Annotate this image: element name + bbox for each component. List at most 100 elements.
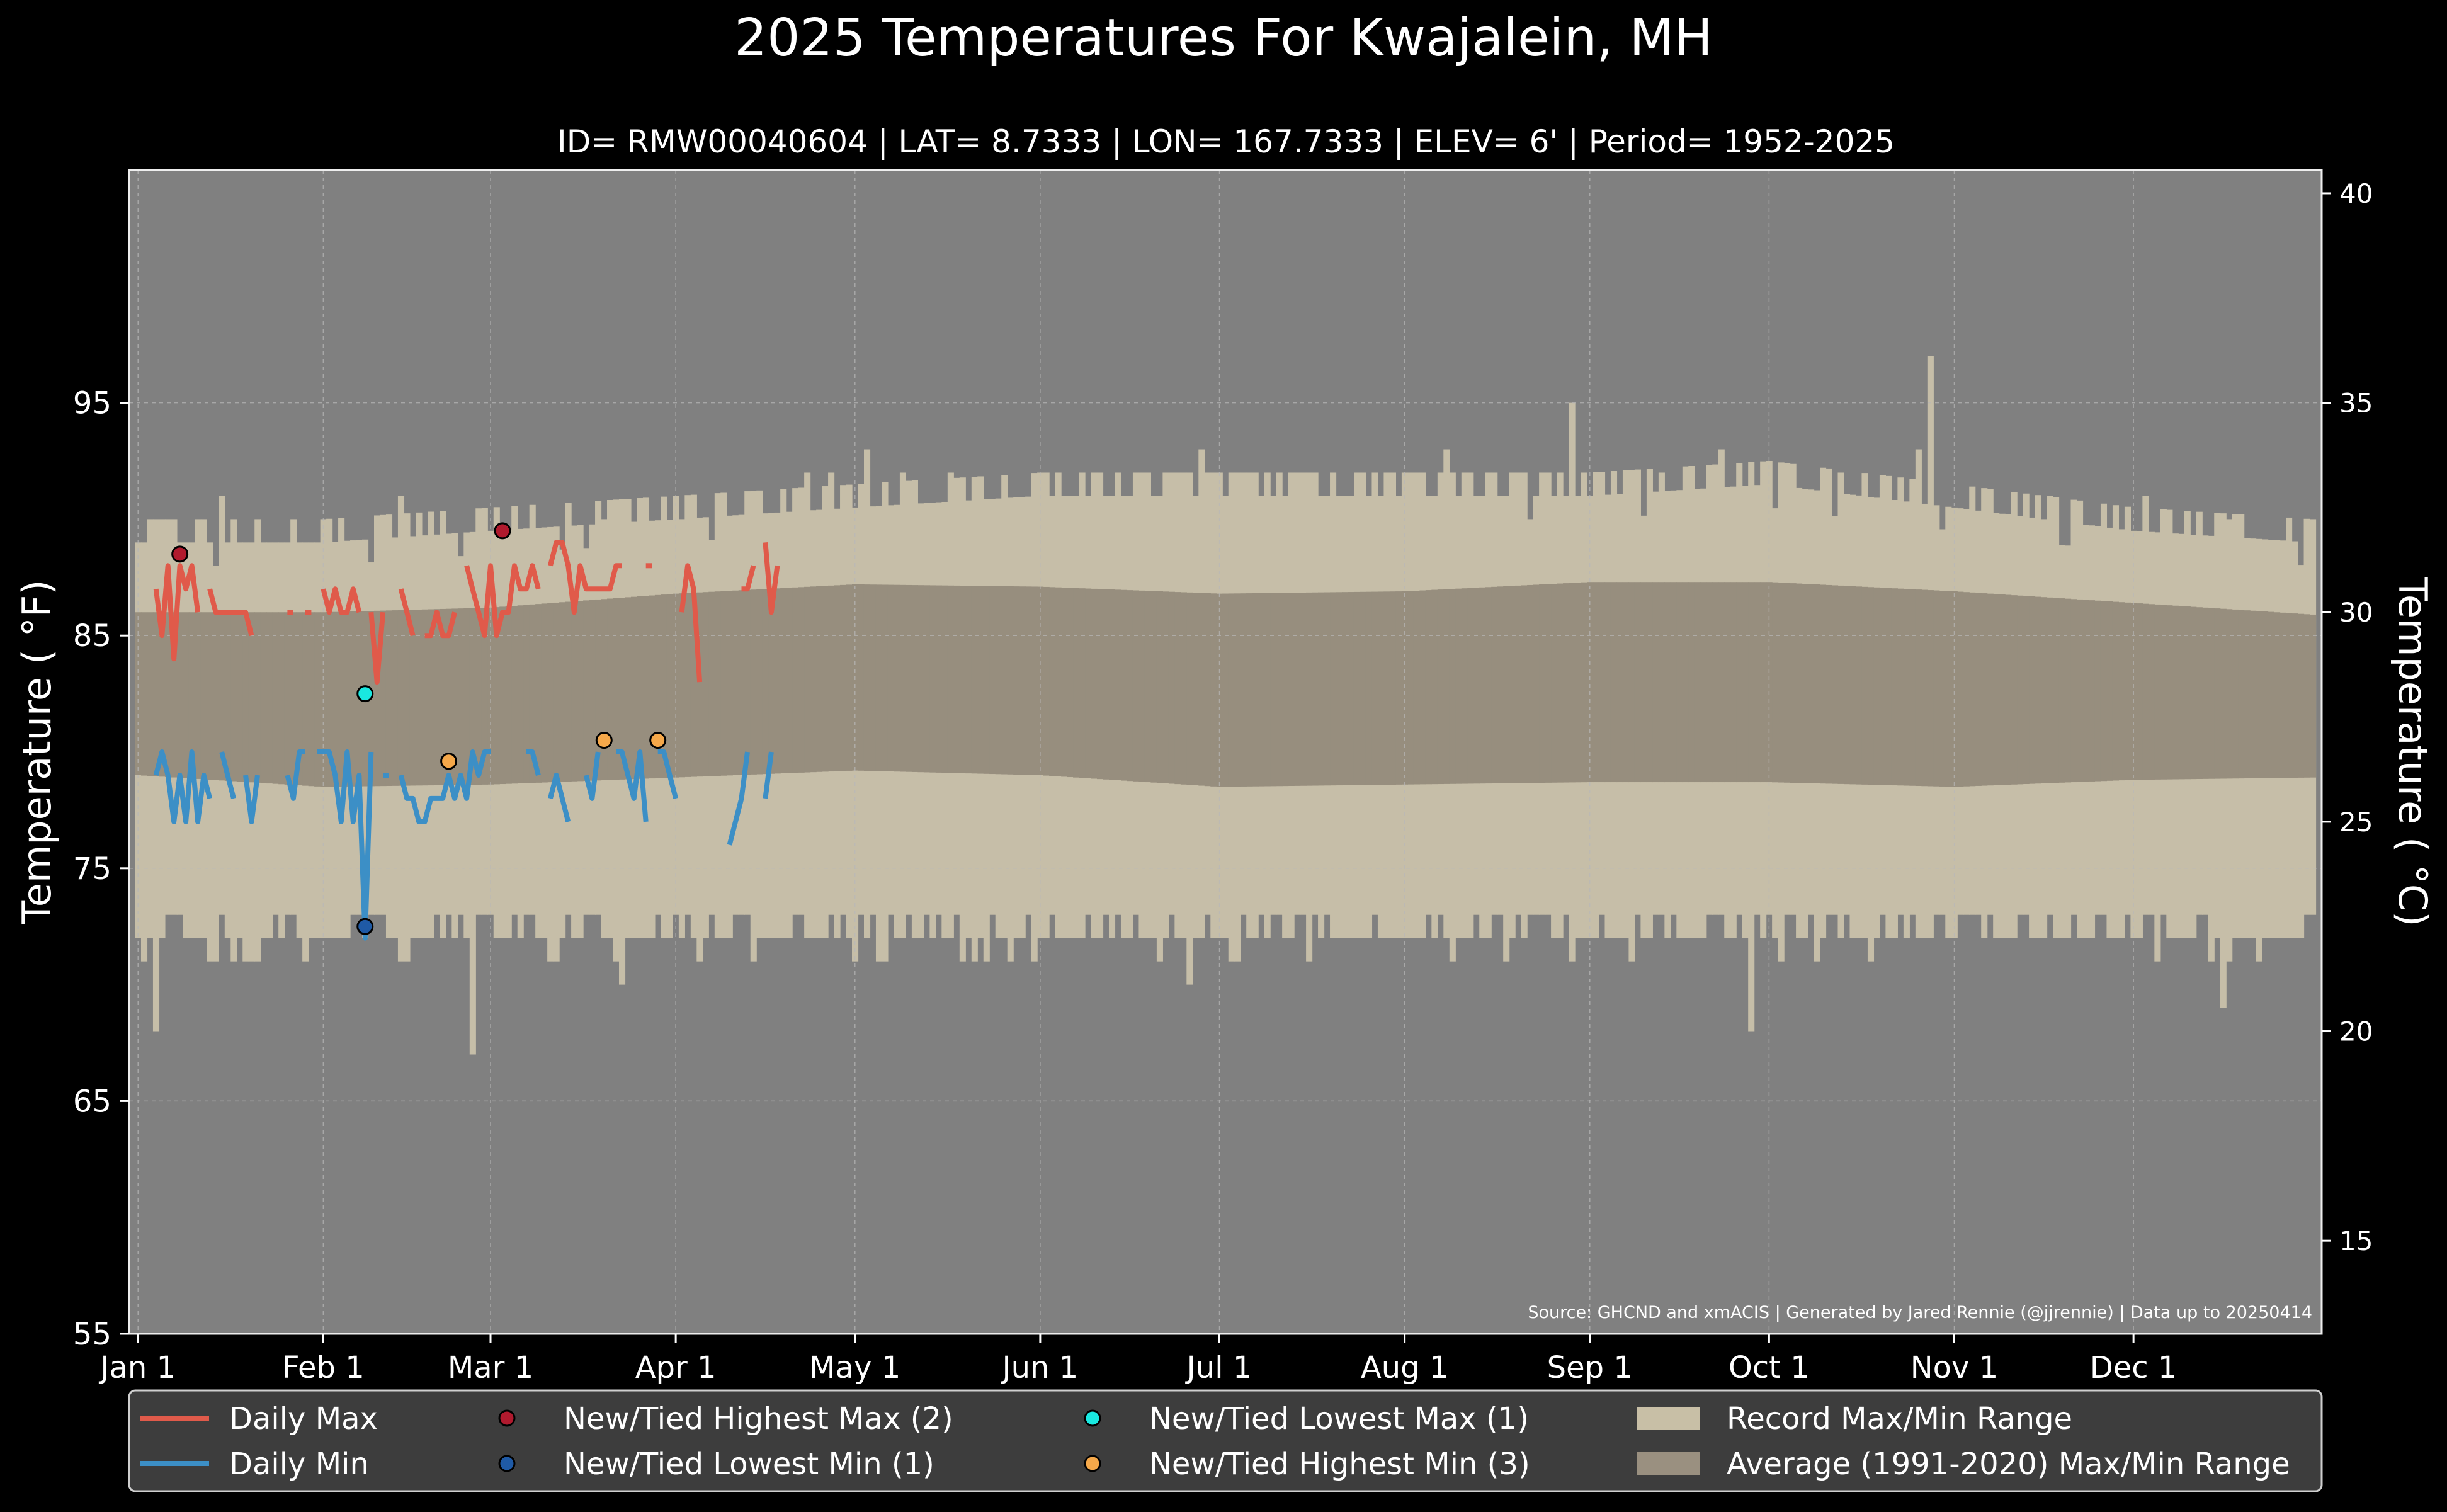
average-range-bar [768,588,775,774]
average-range-bar [523,605,530,783]
average-range-bar [2208,608,2215,779]
average-range-bar [1897,588,1904,786]
average-range-bar [397,610,405,786]
average-range-bar [1503,586,1510,783]
average-range-bar [792,587,799,773]
average-range-bar [1557,583,1564,783]
average-range-bar [1957,591,1964,787]
legend-swatch-dot [1084,1455,1101,1472]
daily-max-line [464,563,541,639]
average-range-bar [1186,592,1193,785]
average-range-bar [577,601,584,782]
average-range-bar [373,610,381,787]
average-range-bar [1401,591,1408,785]
average-range-bar [547,603,554,783]
average-range-bar [1993,594,2000,785]
average-range-bar [1222,593,1229,787]
legend-label: New/Tied Lowest Max (1) [1149,1401,1529,1436]
average-range-bar [887,584,895,771]
average-range-bar [553,602,560,782]
average-range-bar [1634,582,1641,783]
record-marker-highest-max [494,522,511,540]
y-tick-label-c: 15 [2339,1225,2373,1256]
average-range-bar [828,585,835,772]
average-range-bar [260,612,267,783]
average-range-bar [882,584,889,771]
average-range-bar [1730,582,1737,783]
average-range-bar [1091,588,1098,779]
average-range-bar [726,591,733,776]
y-axis-celsius: 15 20 25 30 35 40 [2322,178,2373,1256]
average-range-bar [1449,589,1456,784]
average-range-bar [2053,598,2060,783]
legend-label: New/Tied Highest Min (3) [1149,1447,1530,1482]
average-range-bar [1264,593,1271,787]
legend-swatch-dot [498,1409,516,1427]
average-range-bar [290,612,297,785]
average-range-bar [637,596,644,779]
average-range-bar [433,609,440,785]
average-range-bar [583,600,590,782]
average-range-bar [1622,582,1630,783]
average-range-bar [744,589,751,775]
record-range-bar [469,531,476,1055]
average-range-bar [1097,589,1104,780]
average-range-bar [1814,584,1820,783]
average-range-bar [469,608,476,785]
average-range-bar [2274,612,2281,778]
average-range-bar [147,612,154,776]
daily-max-line [398,588,416,637]
average-range-bar [1425,590,1432,785]
average-range-bar [1007,586,1014,775]
y-axis-left-label: Temperature ( °F) [14,579,60,924]
average-range-bar [630,596,638,780]
x-tick-label: Nov 1 [1910,1350,1998,1385]
average-range-bar [1551,584,1558,783]
average-range-bar [1790,583,1797,783]
average-range-bar [1879,588,1886,785]
daily-max-line [368,611,386,685]
average-range-bar [1031,586,1038,775]
x-axis-months: Jan 1 Feb 1 Mar 1 Apr 1 May 1 Jun 1 Jul 1 Aug 1… [98,1334,2177,1385]
average-range-bar [971,586,978,774]
average-range-bar [1921,589,1928,787]
x-tick-label: Sep 1 [1547,1350,1633,1385]
average-range-bar [1204,593,1211,787]
average-range-bar [870,584,877,771]
average-range-bar [1067,588,1074,778]
average-range-bar [1383,591,1390,785]
average-range-bar [188,612,195,779]
legend-swatch-dot [1084,1409,1101,1427]
average-range-bar [451,608,458,785]
average-range-bar [1294,593,1301,786]
record-marker-highest-min [595,732,613,749]
average-range-bar [440,608,446,785]
average-range-bar [2291,613,2298,778]
average-range-bar [822,586,829,772]
average-range-bar [1951,591,1958,787]
x-tick-label: May 1 [809,1350,900,1385]
x-tick-label: Apr 1 [635,1350,717,1385]
daily-min-line [657,749,678,799]
average-range-bar [923,585,930,773]
average-range-bar [2058,598,2065,783]
average-range-bar [1575,583,1582,783]
average-range-bar [1969,592,1976,787]
average-range-bar [195,612,202,779]
daily-min-line [616,749,649,822]
average-range-bar [840,584,847,771]
average-range-bar [2196,607,2203,779]
average-range-bar [409,610,417,786]
plot-frame [128,169,2323,1335]
average-range-bar [266,612,273,784]
average-range-bar [1945,591,1952,787]
average-range-bar [385,610,393,786]
legend-label: New/Tied Highest Max (2) [564,1401,953,1436]
average-range-bar [2017,595,2024,785]
average-range-bar [977,586,984,774]
average-range-bar [1115,589,1121,780]
average-range-bar [1019,586,1026,775]
average-range-bar [1389,591,1397,785]
average-range-bar [2178,606,2185,780]
